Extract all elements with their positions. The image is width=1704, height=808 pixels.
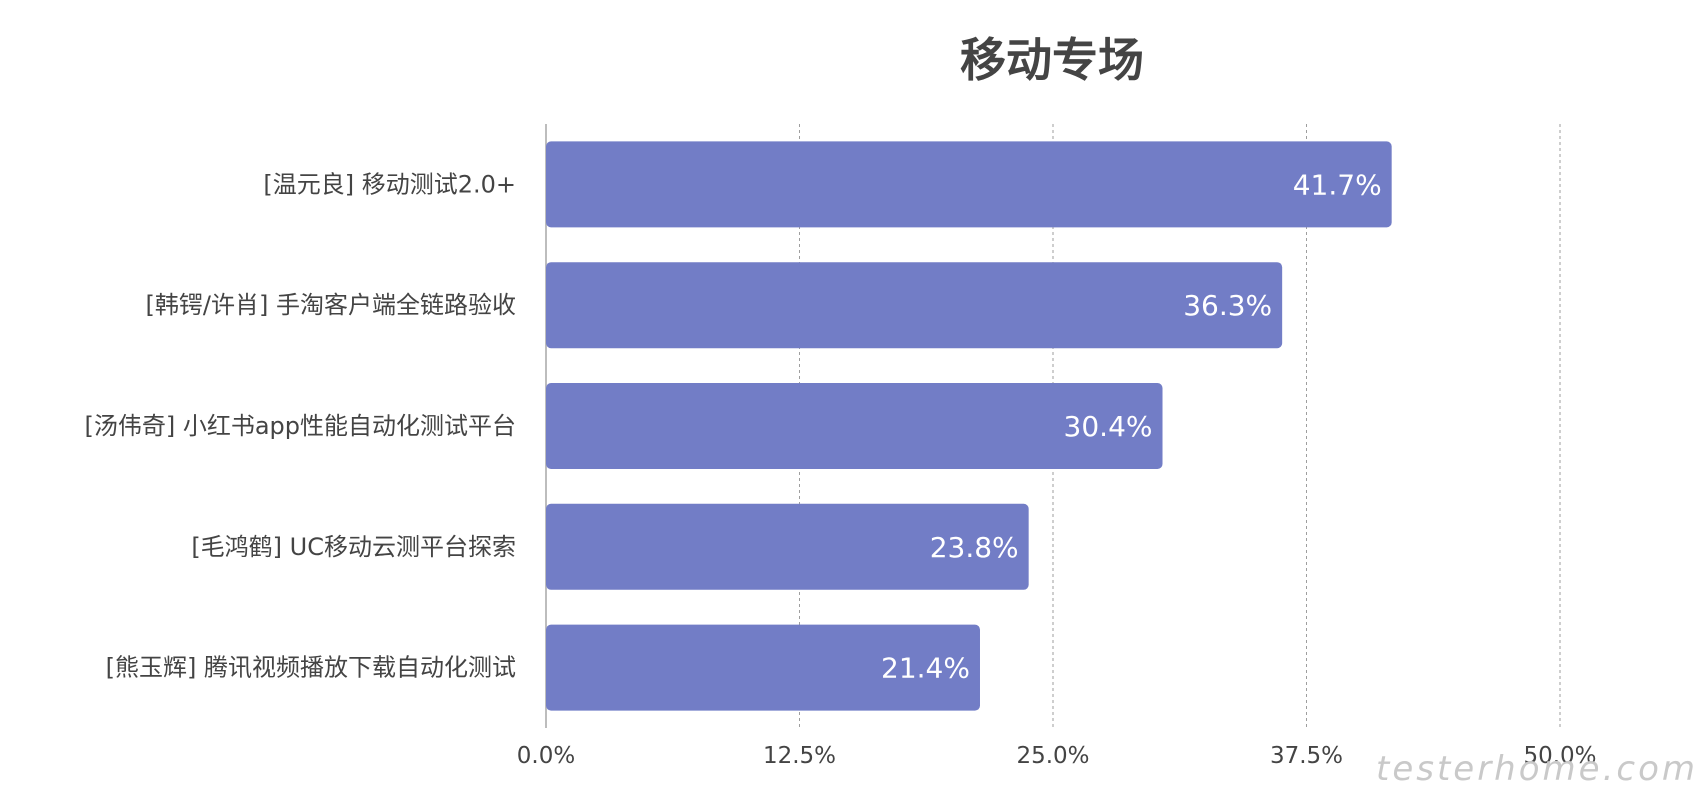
data-label: 30.4% (1064, 410, 1153, 443)
category-label: [毛鸿鹤] UC移动云测平台探索 (191, 533, 516, 561)
bar (546, 503, 1029, 590)
category-label: [汤伟奇] 小红书app性能自动化测试平台 (84, 412, 516, 440)
bar (546, 624, 980, 711)
x-tick-labels: 0.0% 12.5% 25.0% 37.5% 50.0% (517, 743, 1597, 769)
category-label: [温元良] 移动测试2.0+ (263, 170, 516, 198)
category-label: [韩锷/许肖] 手淘客户端全链路验收 (146, 291, 516, 319)
data-label: 21.4% (881, 652, 970, 685)
x-tick-label: 0.0% (517, 743, 575, 769)
data-label: 23.8% (930, 531, 1019, 564)
chart-title: 移动专场 (960, 33, 1144, 87)
category-labels: [温元良] 移动测试2.0+ [韩锷/许肖] 手淘客户端全链路验收 [汤伟奇] 小红… (84, 170, 516, 681)
x-tick-label: 12.5% (763, 743, 836, 769)
data-label: 41.7% (1293, 168, 1382, 201)
bar (546, 262, 1283, 349)
bars: 41.7% 36.3% 30.4% 23.8% 21.4% (546, 141, 1392, 711)
watermark: testerhome.com (1376, 749, 1698, 789)
category-label: [熊玉辉] 腾讯视频播放下载自动化测试 (106, 654, 516, 682)
x-tick-label: 37.5% (1270, 743, 1343, 769)
bar (546, 141, 1392, 228)
bar (546, 383, 1163, 469)
x-tick-label: 25.0% (1016, 743, 1089, 769)
data-label: 36.3% (1183, 289, 1272, 322)
x-tick-label: 50.0% (1523, 743, 1596, 769)
